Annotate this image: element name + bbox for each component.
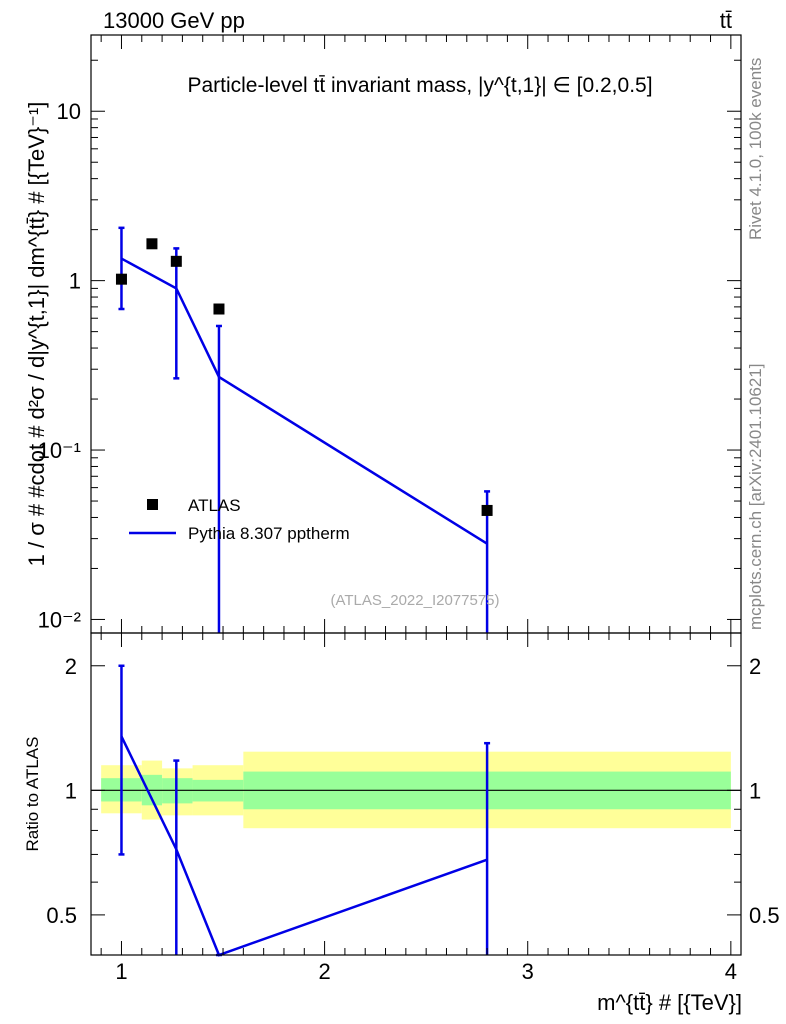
- legend-atlas-label: ATLAS: [188, 496, 241, 515]
- x-axis-label: m^{tt̄} # [{TeV}]: [597, 990, 742, 1015]
- ratio-plot-panel: 0.5 0.5 1 1 2 2 1 2 3 4 Ratio to ATLAS m^{tt̄} # …: [23, 632, 780, 1015]
- main-plot-frame: [90, 34, 742, 634]
- ratio-y-tick-label-right: 1: [749, 778, 761, 803]
- atlas-data-point: [146, 238, 158, 250]
- ratio-y-tick-label-right: 0.5: [749, 903, 780, 928]
- main-data-layer: [115, 226, 493, 633]
- ratio-data-layer: [118, 664, 491, 957]
- mcplots-label: mcplots.cern.ch [arXiv:2401.10621]: [746, 364, 765, 630]
- ratio-axis-ticks: 0.5 0.5 1 1 2 2 1 2 3 4: [46, 633, 780, 984]
- legend-atlas-marker: [147, 499, 158, 510]
- ratio-y-tick-label-left: 0.5: [46, 903, 77, 928]
- legend-pythia-label: Pythia 8.307 pptherm: [188, 524, 350, 543]
- main-y-axis-label: 1 / σ # #cdot # d²σ / d|y^{t,1}| dm^{tt̄…: [24, 102, 49, 567]
- ratio-y-tick-label-left: 1: [65, 778, 77, 803]
- x-tick-label: 1: [115, 959, 127, 984]
- ratio-y-tick-label-left: 2: [65, 654, 77, 679]
- main-y-tick-label: 10⁻²: [38, 607, 81, 632]
- header-left-label: 13000 GeV pp: [103, 8, 245, 33]
- x-tick-label: 4: [725, 959, 737, 984]
- atlas-data-point: [213, 303, 225, 315]
- atlas-data-point: [115, 273, 127, 285]
- ratio-y-axis-label: Ratio to ATLAS: [23, 737, 42, 852]
- main-y-tick-label: 1: [69, 269, 81, 294]
- rivet-version-label: Rivet 4.1.0, 100k events: [746, 58, 765, 240]
- ratio-plot-frame: [90, 632, 742, 956]
- plot-title: Particle-level tt̄ invariant mass, |y^{t…: [187, 74, 652, 97]
- pythia-curve: [120, 257, 488, 545]
- x-tick-label: 2: [318, 959, 330, 984]
- main-plot-panel: 10⁻² 10⁻¹ 1 10 Particle-level tt̄ invariant…: [24, 34, 742, 634]
- main-y-tick-label: 10: [57, 99, 81, 124]
- x-tick-label: 3: [522, 959, 534, 984]
- main-axis-ticks: 10⁻² 10⁻¹ 1 10: [38, 35, 741, 633]
- header-right-label: tt̄: [720, 8, 732, 33]
- ratio-y-tick-label-right: 2: [749, 654, 761, 679]
- ratio-pythia-curve: [120, 735, 488, 957]
- atlas-data-point: [170, 255, 182, 267]
- main-y-tick-label: 10⁻¹: [38, 438, 81, 463]
- atlas-data-point: [481, 504, 493, 516]
- analysis-watermark: (ATLAS_2022_I2077575): [330, 592, 499, 609]
- legend: ATLAS Pythia 8.307 pptherm: [129, 496, 350, 543]
